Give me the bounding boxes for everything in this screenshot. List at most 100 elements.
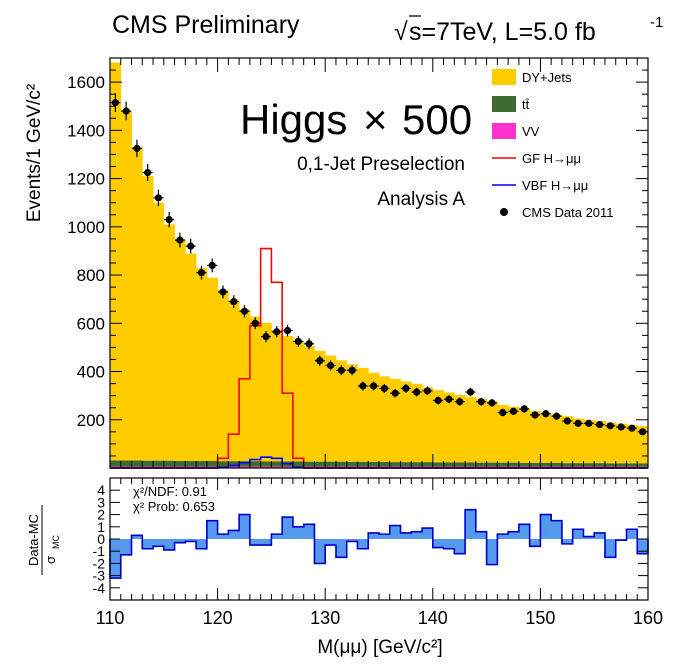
dyjets-bar (335, 360, 348, 462)
y-tick-label: 400 (77, 363, 105, 382)
ttbar-bar (131, 460, 143, 467)
ttbar-bar (518, 462, 531, 467)
dyjets-bar (561, 416, 574, 464)
ttbar-bar (389, 462, 401, 467)
ratio-ylabel: Data-MC σ MC (26, 505, 61, 575)
data-points (110, 93, 648, 436)
chi2ndf-label: χ²/NDF: 0.91 (133, 484, 207, 499)
ttbar-bar (368, 461, 380, 467)
legend-label: GF H→μμ (522, 151, 581, 166)
dyjets-bar (475, 398, 487, 463)
legend-swatch (492, 96, 516, 112)
y-tick-label: 200 (77, 411, 105, 430)
dyjets-bar (518, 408, 531, 463)
x-tick-label: 150 (525, 608, 555, 628)
dyjets-bar (206, 277, 218, 462)
legend-label: VV (522, 124, 540, 139)
data-point (176, 236, 184, 244)
ttbar-bar (400, 462, 412, 467)
ttbar-bar (249, 461, 262, 467)
dyjets-bar (131, 146, 143, 461)
data-point (230, 297, 238, 306)
data-point (144, 168, 152, 177)
ttbar-bar (174, 461, 186, 467)
ttbar-bar (346, 461, 358, 467)
ratio-bar (626, 529, 638, 539)
higgs-annotation: Higgs × 500 (240, 96, 472, 143)
vv-bar (260, 466, 272, 468)
ratio-ylabel-sigma: σ (43, 556, 58, 564)
ttbar-bar (153, 460, 165, 467)
data-point (326, 361, 335, 370)
ttbar-bar (163, 460, 175, 467)
ratio-bar (303, 524, 315, 539)
ratio-bar (379, 534, 391, 539)
ratio-bar (153, 539, 165, 547)
dyjets-bar (422, 387, 434, 463)
ratio-bar (443, 539, 455, 549)
dyjets-bar (572, 418, 584, 464)
data-point (617, 423, 625, 431)
data-point (337, 366, 345, 374)
data-point (552, 412, 561, 420)
dyjets-bar (529, 411, 541, 463)
dyjets-bar (196, 268, 208, 462)
ratio-bar (432, 539, 444, 548)
ttbar-bar (335, 461, 348, 467)
ttbar-bar (379, 461, 391, 467)
experiment-label: CMS Preliminary (112, 11, 300, 39)
dyjets-bar (249, 316, 262, 462)
ttbar-bar (443, 462, 455, 467)
x-tick-label: 120 (203, 608, 233, 628)
dyjets-bar (303, 345, 315, 462)
ttbar-bar (540, 462, 552, 467)
ttbar-bar (486, 462, 498, 467)
data-point (434, 396, 442, 405)
legend-label: VBF H→μμ (522, 178, 588, 193)
energy-lumi-label: √ s=7TeV, L=5.0 fb -1 (394, 14, 663, 46)
dyjets-bar (110, 62, 122, 461)
data-point (477, 398, 485, 406)
ratio-bar (174, 539, 186, 543)
vv-bar (271, 466, 283, 468)
times-symbol: × (363, 96, 388, 143)
background-stack (110, 62, 649, 468)
dyjets-bar (292, 340, 305, 462)
ttbar-bar (604, 463, 617, 467)
lumi-exponent: -1 (650, 14, 663, 31)
ttbar-bar (411, 462, 423, 467)
data-point (585, 419, 593, 427)
dyjets-bar (443, 392, 455, 463)
data-point (380, 384, 388, 393)
dyjets-bar (228, 299, 240, 462)
ratio-bar (604, 539, 617, 558)
ttbar-bar (271, 461, 283, 467)
ratio-bar (314, 539, 326, 564)
dyjets-bar (325, 355, 337, 462)
dyjets-bar (271, 330, 283, 462)
x-tick-label: 110 (96, 608, 125, 628)
data-point (574, 419, 582, 427)
x-tick-label: 160 (633, 608, 663, 628)
ratio-bar (335, 539, 348, 558)
multiplier-label: 500 (402, 96, 472, 143)
data-point (606, 422, 614, 430)
dyjets-bar (615, 423, 627, 464)
data-point (542, 410, 550, 418)
data-point (251, 319, 259, 327)
ratio-bar (163, 539, 175, 550)
data-point (520, 405, 528, 413)
ttbar-bar (217, 461, 229, 467)
ratio-y-tick-label: 1 (97, 519, 105, 535)
ratio-bar (185, 539, 197, 542)
ratio-bar (206, 520, 218, 539)
main-ylabel: Events/1 GeV/c² (24, 84, 45, 222)
ttbar-bar (572, 463, 584, 467)
data-point (509, 407, 518, 415)
data-point (413, 388, 421, 396)
ratio-bar (142, 539, 154, 549)
dyjets-bar (239, 309, 251, 462)
data-point (240, 307, 249, 315)
